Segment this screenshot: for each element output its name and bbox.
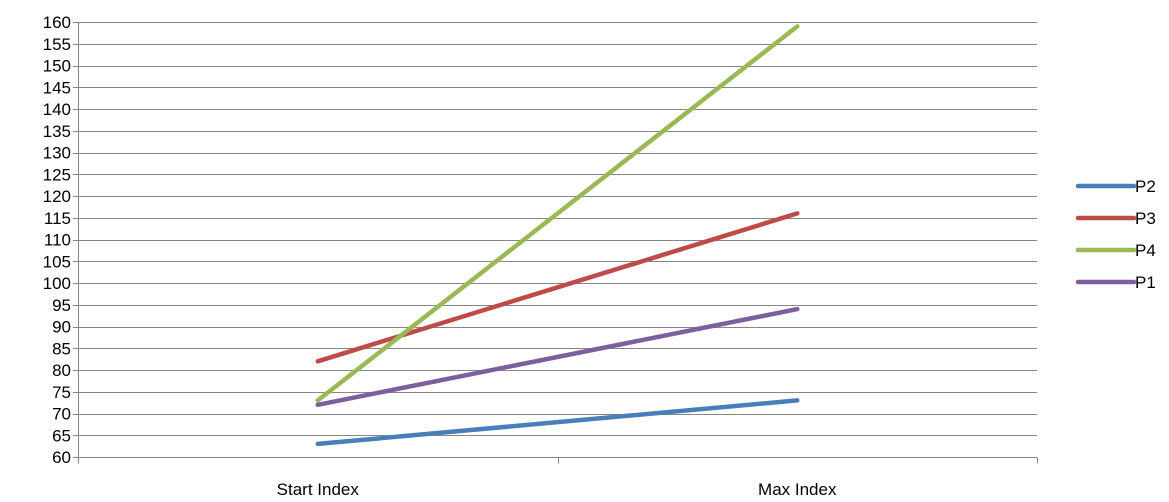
y-tick-label: 85 xyxy=(52,339,71,358)
y-tick-label: 90 xyxy=(52,318,71,337)
y-tick-label: 125 xyxy=(43,165,71,184)
y-tick-label: 160 xyxy=(43,13,71,32)
gridlines xyxy=(78,22,1037,436)
y-tick-label: 145 xyxy=(43,78,71,97)
y-tick-label: 75 xyxy=(52,383,71,402)
y-tick-label: 130 xyxy=(43,144,71,163)
y-tick-label: 150 xyxy=(43,57,71,76)
legend-label: P3 xyxy=(1135,209,1156,228)
y-tick-label: 100 xyxy=(43,274,71,293)
legend-label: P4 xyxy=(1135,241,1156,260)
x-axis-tick-labels: Start Index Max Index xyxy=(277,480,837,499)
x-tick-label: Start Index xyxy=(277,480,360,499)
y-tick-label: 70 xyxy=(52,405,71,424)
y-tick-label: 80 xyxy=(52,361,71,380)
y-tick-label: 60 xyxy=(52,448,71,467)
series-lines xyxy=(315,24,800,447)
y-tick-label: 135 xyxy=(43,122,71,141)
y-tick-label: 155 xyxy=(43,35,71,54)
series-line-p1 xyxy=(315,306,800,408)
legend: P2 P3 P4 P1 xyxy=(1075,177,1156,292)
y-axis-tick-labels: 60 65 70 75 80 85 90 95 100 105 110 115 120 125 130 135… xyxy=(43,13,71,467)
series-line-p4 xyxy=(315,24,800,403)
y-tick-label: 140 xyxy=(43,100,71,119)
y-tick-label: 105 xyxy=(43,252,71,271)
y-tick-label: 120 xyxy=(43,187,71,206)
axes xyxy=(73,22,1038,464)
legend-label: P1 xyxy=(1135,273,1156,292)
series-line-p3 xyxy=(315,211,800,364)
y-tick-label: 115 xyxy=(44,209,71,228)
y-tick-label: 65 xyxy=(52,426,71,445)
series-line-p2 xyxy=(315,398,800,447)
legend-label: P2 xyxy=(1135,177,1156,196)
x-tick-label: Max Index xyxy=(758,480,837,499)
y-tick-label: 110 xyxy=(44,231,71,250)
y-tick-label: 95 xyxy=(52,296,71,315)
